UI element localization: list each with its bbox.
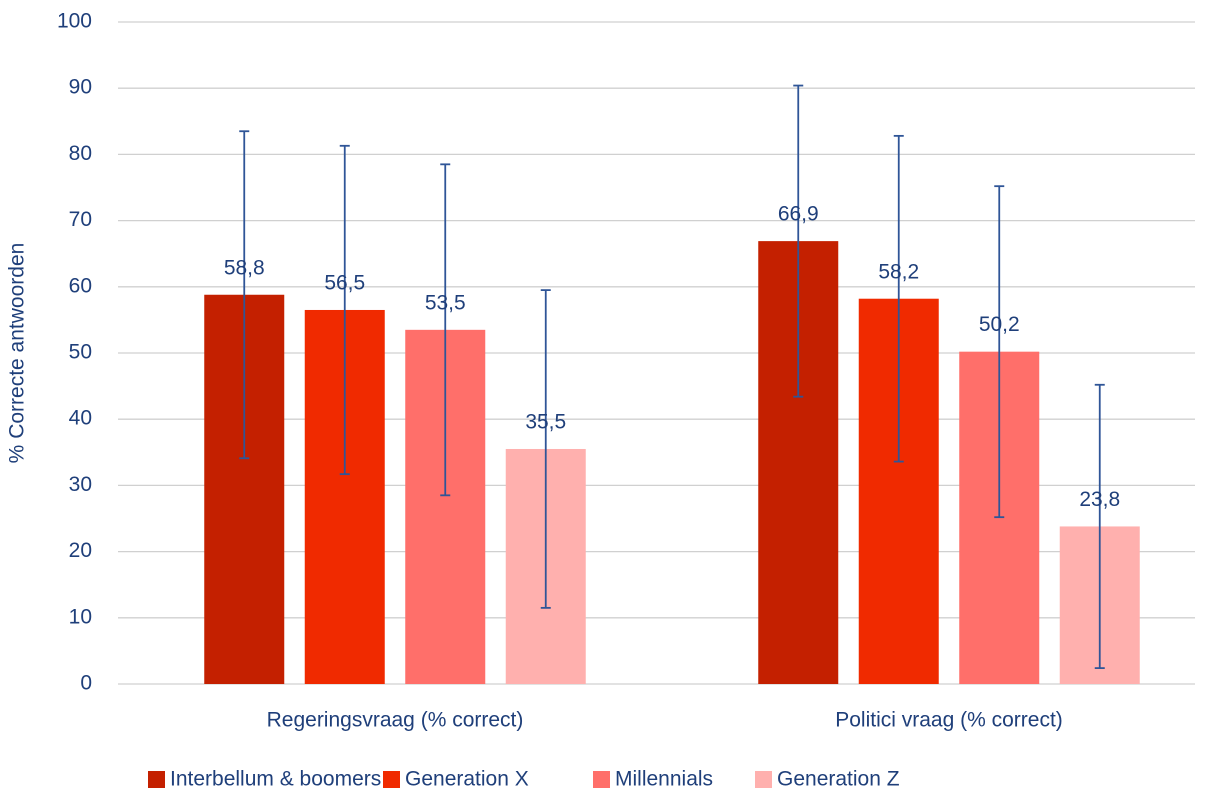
data-label: 23,8 <box>1079 488 1120 511</box>
legend-label: Generation X <box>405 768 529 791</box>
data-label: 66,9 <box>778 203 819 226</box>
y-tick-label: 60 <box>69 274 92 297</box>
data-label: 53,5 <box>425 291 466 314</box>
legend-swatch <box>755 771 772 788</box>
y-tick-label: 10 <box>69 605 92 628</box>
legend-swatch <box>383 771 400 788</box>
legend-label: Millennials <box>615 768 713 791</box>
x-tick-label: Politici vraag (% correct) <box>835 709 1063 732</box>
x-tick-label: Regeringsvraag (% correct) <box>267 709 524 732</box>
y-tick-label: 70 <box>69 208 92 231</box>
legend-label: Generation Z <box>777 768 900 791</box>
data-label: 58,2 <box>878 260 919 283</box>
y-tick-label: 0 <box>80 672 92 695</box>
y-tick-label: 80 <box>69 142 92 165</box>
y-tick-label: 20 <box>69 539 92 562</box>
data-label: 56,5 <box>324 272 365 295</box>
legend-label: Interbellum & boomers <box>170 768 381 791</box>
y-tick-label: 90 <box>69 76 92 99</box>
legend-swatch <box>148 771 165 788</box>
data-label: 58,8 <box>224 256 265 279</box>
legend-swatch <box>593 771 610 788</box>
y-tick-label: 100 <box>57 10 92 33</box>
data-label: 50,2 <box>979 313 1020 336</box>
data-label: 35,5 <box>525 411 566 434</box>
y-tick-label: 40 <box>69 407 92 430</box>
y-tick-label: 50 <box>69 341 92 364</box>
y-tick-label: 30 <box>69 473 92 496</box>
y-axis-label: % Correcte antwoorden <box>6 243 29 464</box>
